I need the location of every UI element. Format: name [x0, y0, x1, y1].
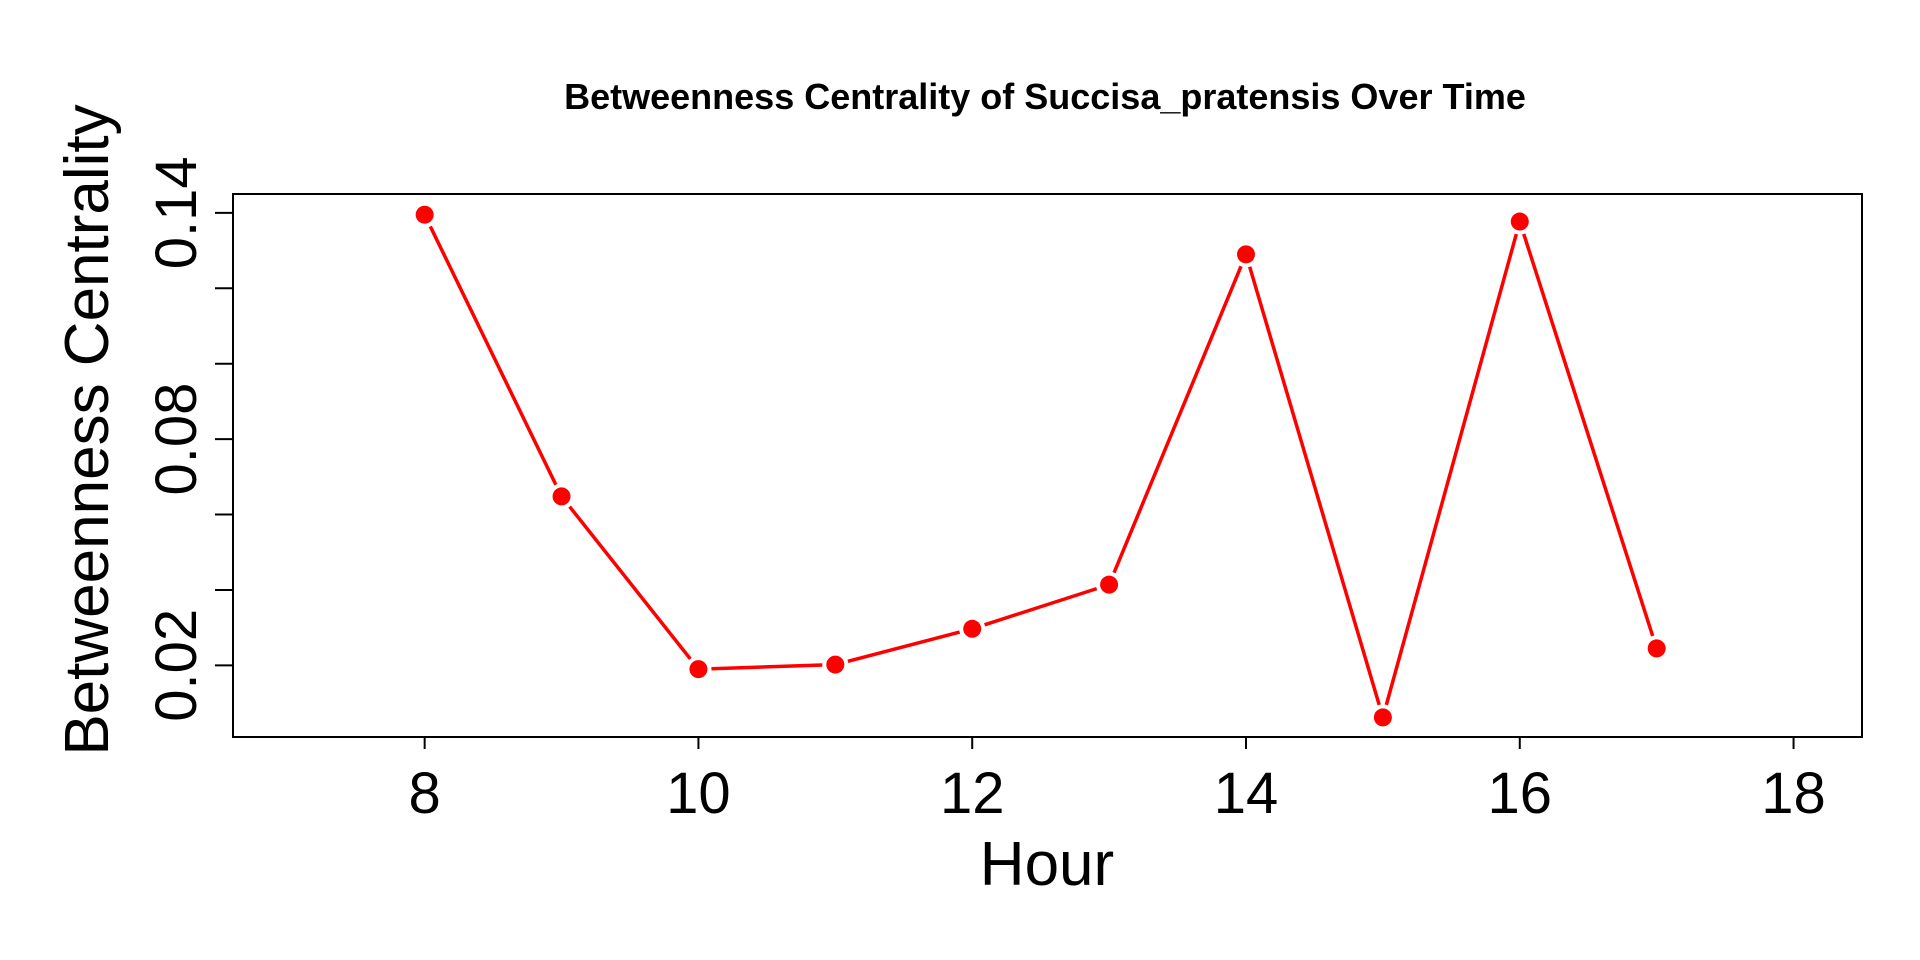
series-segment [568, 505, 692, 661]
y-tick-label: 0.02 [144, 609, 209, 722]
y-tick-label: 0.14 [144, 156, 209, 269]
data-point [552, 487, 571, 506]
series-segment [847, 630, 961, 664]
data-point [415, 205, 434, 224]
x-axis-label: Hour [980, 830, 1114, 899]
series-segment [1522, 233, 1655, 637]
chart-title: Betweenness Centrality of Succisa_praten… [564, 76, 1526, 117]
series-segment [1247, 266, 1381, 706]
y-axis: 0.02 0.08 0.14 [144, 156, 233, 722]
y-tick-label: 0.08 [144, 383, 209, 496]
data-point [1100, 575, 1119, 594]
x-tick-label: 8 [409, 761, 441, 826]
series-segment [1112, 265, 1243, 574]
y-axis-label: Betweenness Centrality [53, 104, 122, 755]
data-point [1236, 245, 1255, 264]
x-tick-label: 14 [1214, 761, 1279, 826]
data-point [963, 619, 982, 638]
series-segment [711, 663, 823, 671]
x-tick-label: 16 [1488, 761, 1553, 826]
series-segment [428, 225, 558, 486]
x-tick-label: 18 [1761, 761, 1826, 826]
x-tick-label: 12 [940, 761, 1005, 826]
data-point [1647, 639, 1666, 658]
plot-frame [232, 193, 1863, 738]
data-point [1373, 708, 1392, 727]
series-segment [984, 586, 1098, 627]
data-point [826, 655, 845, 674]
data-point [1510, 212, 1529, 231]
series-layer [415, 205, 1666, 727]
series-segment [1384, 233, 1519, 706]
data-point [689, 660, 708, 679]
x-tick-label: 10 [666, 761, 731, 826]
x-axis: 8 10 12 14 16 18 [409, 737, 1826, 826]
